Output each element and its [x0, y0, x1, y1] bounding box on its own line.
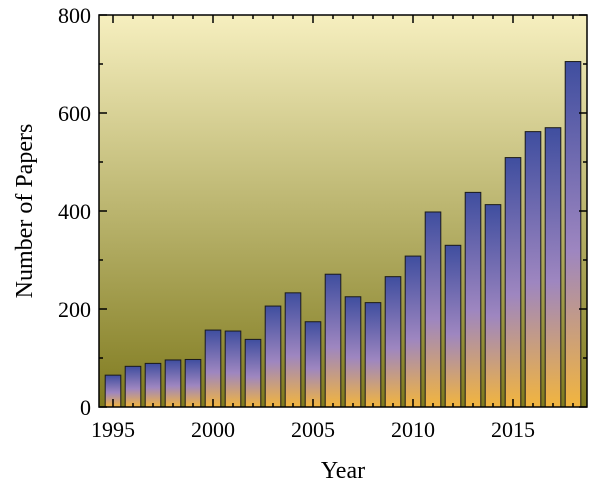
bar-2008	[364, 302, 382, 408]
y-tick-label-200: 200	[58, 297, 91, 322]
bar-2001	[224, 330, 242, 408]
y-tick-label-0: 0	[80, 395, 91, 420]
y-axis-tick-labels: 0 200 400 600 800	[58, 3, 91, 420]
x-tick-label-2015: 2015	[491, 417, 535, 442]
bar-2011	[424, 211, 442, 408]
bar-2009	[384, 276, 402, 408]
x-tick-label-1995: 1995	[91, 417, 135, 442]
bar-1997	[144, 362, 162, 408]
bar-2007	[344, 296, 362, 408]
y-tick-label-400: 400	[58, 199, 91, 224]
bar-2000	[204, 329, 222, 408]
bar-2013	[464, 191, 482, 408]
x-tick-label-2010: 2010	[391, 417, 435, 442]
bar-1999	[184, 358, 202, 408]
y-tick-label-800: 800	[58, 3, 91, 28]
bar-2015	[504, 157, 522, 408]
bar-2014	[484, 204, 502, 408]
bar-2016	[524, 131, 542, 408]
x-axis-title: Year	[321, 458, 365, 484]
bar-2003	[264, 305, 282, 408]
bar-2010	[404, 255, 422, 408]
y-tick-label-600: 600	[58, 101, 91, 126]
x-tick-label-2000: 2000	[191, 417, 235, 442]
bar-1996	[124, 365, 142, 408]
bar-series	[104, 61, 582, 408]
bar-2004	[284, 292, 302, 408]
bar-2002	[244, 338, 262, 408]
bar-2012	[444, 244, 462, 408]
bar-2005	[304, 321, 322, 408]
bar-2017	[544, 127, 562, 408]
x-axis-tick-labels: 1995 2000 2005 2010 2015	[91, 417, 535, 442]
y-axis-title: Number of Papers	[12, 124, 38, 299]
bar-2006	[324, 273, 342, 408]
plot-frame	[98, 14, 588, 408]
bar-2018	[564, 61, 582, 408]
x-tick-label-2005: 2005	[291, 417, 335, 442]
bar-1998	[164, 359, 182, 408]
